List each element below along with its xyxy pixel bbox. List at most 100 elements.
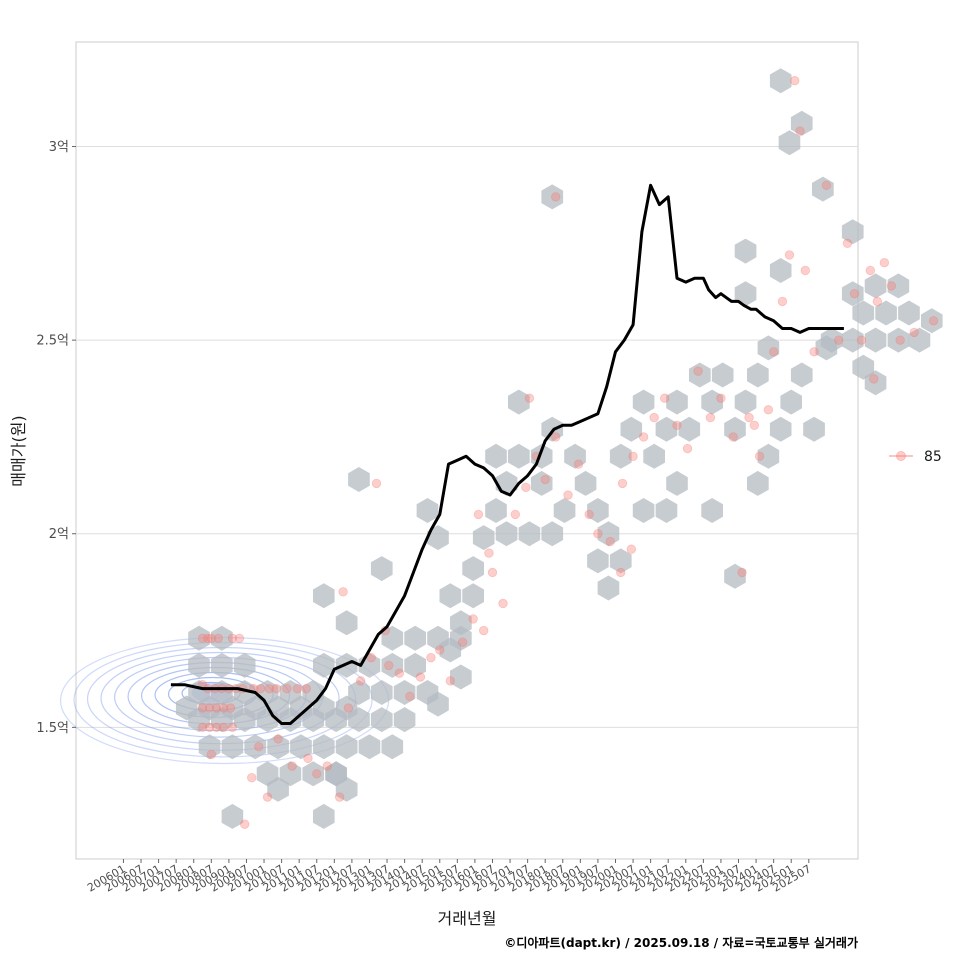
hexbin-cell <box>864 327 887 353</box>
data-point-85 <box>394 668 405 678</box>
data-point-85 <box>204 722 215 733</box>
hexbin-cell <box>233 707 256 733</box>
data-point-85 <box>616 567 626 578</box>
hexbin-cell <box>701 498 723 523</box>
data-point-85 <box>197 703 208 713</box>
data-point-85 <box>524 393 535 403</box>
hexbin-cell <box>325 761 347 787</box>
hexbin-cell <box>875 300 897 326</box>
hexbin-cell <box>325 707 347 733</box>
data-point-85 <box>856 335 867 345</box>
hexbin-cell <box>790 110 813 136</box>
data-point-85 <box>605 536 615 547</box>
hexbin-cell <box>852 300 875 326</box>
hexbin-cell <box>689 362 711 388</box>
hexbin-cell <box>370 707 393 733</box>
legend-key-point <box>896 451 906 461</box>
data-point-85 <box>795 126 805 136</box>
data-point-85 <box>271 683 282 694</box>
hexbin-layer <box>175 68 943 829</box>
data-point-85 <box>705 412 716 423</box>
hexbin-cell <box>841 219 864 245</box>
legend: 85 <box>889 449 942 465</box>
data-point-85 <box>211 722 222 733</box>
hexbin-cell <box>393 680 416 705</box>
hexbin-cell <box>221 734 244 760</box>
data-point-85 <box>343 703 354 713</box>
hexbin-cell <box>757 443 780 469</box>
data-point-85 <box>649 412 659 423</box>
data-point-85 <box>218 703 229 713</box>
hexbin-cell <box>711 362 734 388</box>
hexbin-cell <box>370 680 393 705</box>
data-point-85 <box>227 722 238 733</box>
data-point-85 <box>303 753 313 764</box>
hexbin-cell <box>381 652 404 678</box>
hexbin-cell <box>211 652 233 678</box>
hexbin-cell <box>778 130 801 156</box>
hexbin-cell <box>335 610 358 636</box>
x-axis-title: 거래년월 <box>438 909 497 928</box>
data-point-85 <box>197 633 208 643</box>
hexbin-cell <box>188 707 210 733</box>
hexbin-cell <box>188 652 210 678</box>
data-point-85 <box>204 703 215 713</box>
hexbin-cell <box>812 176 834 202</box>
data-point-85 <box>457 637 468 647</box>
data-point-85 <box>371 478 382 489</box>
data-point-85 <box>255 683 266 694</box>
y-axis-ticks: 1.5억 2억 2.5억 3억 <box>36 140 76 736</box>
hexbin-cell <box>450 664 472 690</box>
hexbin-cell <box>790 362 813 388</box>
hexbin-cell <box>370 556 393 582</box>
data-point-85 <box>672 420 682 431</box>
hexbin-cell <box>620 416 643 442</box>
data-point-85 <box>833 335 844 345</box>
data-point-85 <box>886 281 897 291</box>
data-point-85 <box>468 614 478 624</box>
hexbin-cell <box>427 691 449 717</box>
hexbin-cell <box>416 498 439 523</box>
hexbin-cell <box>267 776 289 802</box>
hexbin-cell <box>508 443 530 469</box>
moving-average-line <box>170 183 844 725</box>
data-point-85 <box>473 509 484 520</box>
data-point-85 <box>206 749 217 760</box>
data-point-85 <box>203 633 213 643</box>
hexbin-cell <box>820 327 843 353</box>
hexbin-cell <box>769 258 792 283</box>
hexbin-cell <box>313 652 335 678</box>
data-point-85 <box>728 432 738 442</box>
hexbin-cell <box>632 498 655 523</box>
data-point-85 <box>478 625 489 636</box>
hexbin-cell <box>803 416 825 442</box>
data-point-85 <box>211 703 222 713</box>
hexbin-cell <box>233 652 256 678</box>
data-point-85 <box>384 660 394 671</box>
data-point-85 <box>426 652 436 663</box>
data-point-85 <box>879 258 890 268</box>
data-point-85 <box>895 335 905 345</box>
hexbin-cell <box>404 652 426 678</box>
hexbin-cell <box>864 273 887 299</box>
data-point-85 <box>790 76 800 86</box>
hexbin-cell <box>541 184 564 210</box>
hexbin-cell <box>643 443 665 469</box>
hexbin-cell <box>769 416 792 442</box>
hexbin-cell <box>701 389 723 415</box>
hexbin-cell <box>734 238 757 264</box>
hexbin-cell <box>609 548 632 574</box>
data-point-85 <box>584 509 594 520</box>
hexbin-cell <box>734 389 757 415</box>
data-point-85 <box>659 393 670 403</box>
hexbin-cell <box>244 734 267 760</box>
hexbin-cell <box>348 467 370 492</box>
data-point-85 <box>869 374 879 384</box>
data-point-85 <box>777 296 788 307</box>
data-point-85 <box>262 792 273 802</box>
data-point-85 <box>234 633 245 643</box>
hexbin-cell <box>587 548 609 574</box>
data-point-85 <box>593 529 603 539</box>
data-point-85 <box>809 347 819 357</box>
data-point-85 <box>872 296 883 307</box>
